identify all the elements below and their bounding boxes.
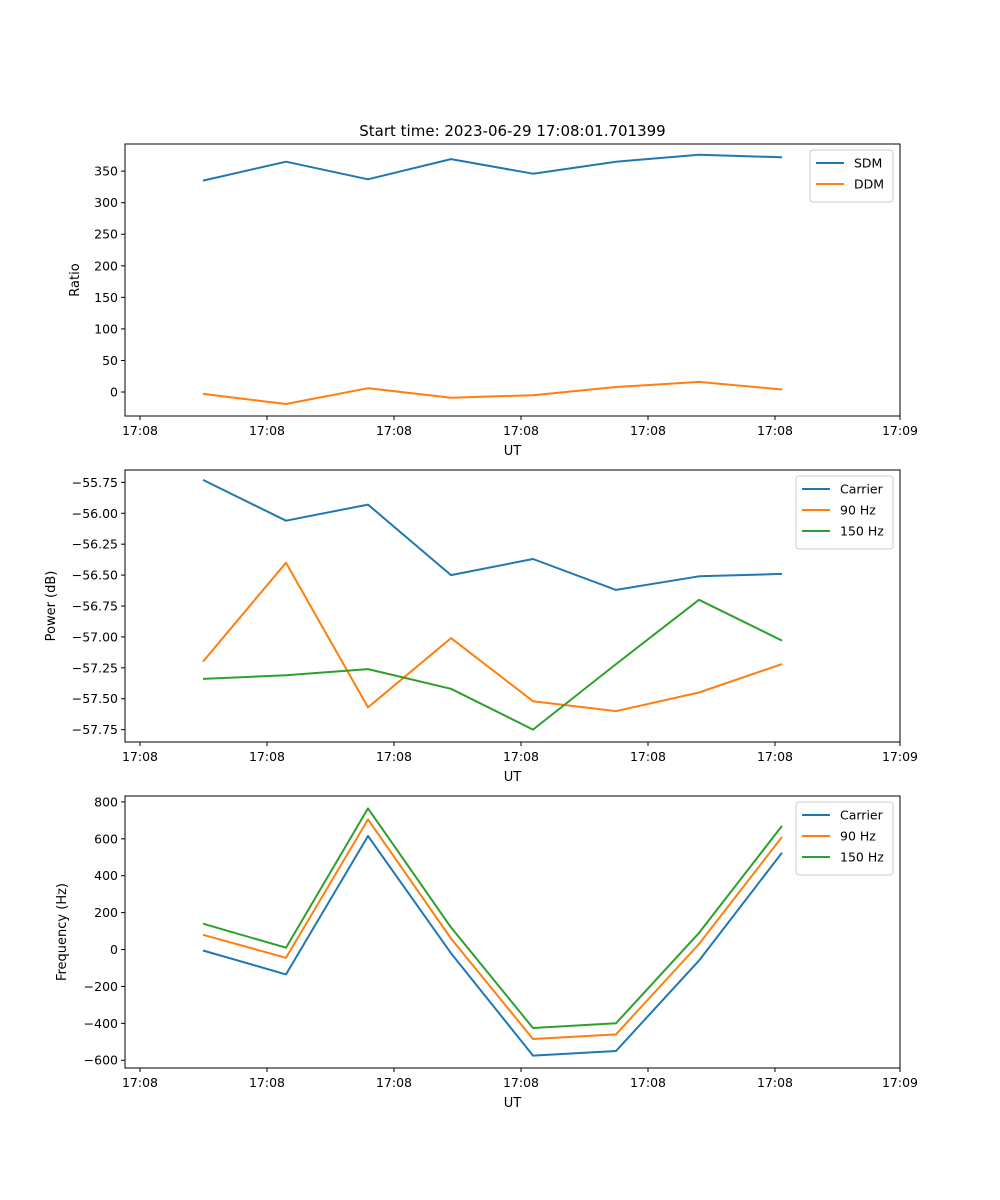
x-tick-label: 17:09 [882, 1075, 918, 1090]
y-tick-label: 200 [94, 905, 118, 920]
x-tick-label: 17:08 [376, 1075, 412, 1090]
legend-label: Carrier [840, 808, 884, 823]
x-tick-label: 17:08 [249, 1075, 285, 1090]
y-tick-label: −57.25 [72, 660, 118, 675]
x-tick-label: 17:08 [757, 1075, 793, 1090]
y-tick-label: 300 [94, 195, 118, 210]
y-tick-label: 600 [94, 831, 118, 846]
x-tick-label: 17:08 [122, 423, 158, 438]
x-tick-label: 17:08 [122, 749, 158, 764]
ratio-axes: 0 50 100 150 200 250 300 350 17:08 17:08 17:08 17:0… [68, 143, 918, 459]
axes-frame [124, 469, 901, 743]
y-axis-label: Frequency (Hz) [55, 883, 70, 981]
y-tick-label: −56.50 [72, 568, 118, 583]
x-tick-label: 17:08 [249, 749, 285, 764]
y-tick-label: 200 [94, 258, 118, 273]
power-axes: −57.75 −57.50 −57.25 −57.00 −56.75 −56.50 −56.… [44, 469, 918, 785]
legend-label: 90 Hz [840, 503, 876, 518]
figure-title: Start time: 2023-06-29 17:08:01.701399 [359, 122, 665, 140]
y-tick-label: 350 [94, 164, 118, 179]
legend-label: DDM [854, 177, 884, 192]
y-tick-label: 800 [94, 794, 118, 809]
y-tick-label: −56.75 [72, 599, 118, 614]
y-tick-label: 100 [94, 321, 118, 336]
series-line-150-hz [202, 598, 783, 731]
series-line-150-hz [202, 807, 783, 1029]
series-line-ddm [202, 380, 783, 405]
y-tick-label: −57.50 [72, 691, 118, 706]
y-tick-label: 150 [94, 290, 118, 305]
y-tick-label: −200 [84, 979, 118, 994]
x-tick-label: 17:08 [503, 423, 539, 438]
y-tick-label: −57.75 [72, 722, 118, 737]
legend-label: Carrier [840, 482, 884, 497]
x-tick-label: 17:08 [376, 423, 412, 438]
y-tick-label: −600 [84, 1053, 118, 1068]
y-axis-label: Power (dB) [44, 571, 59, 642]
frequency-axes: −600 −400 −200 0 200 400 600 800 17:08 17:08 17:08… [55, 794, 918, 1111]
y-tick-label: −400 [84, 1016, 118, 1031]
y-tick-label: −56.00 [72, 506, 118, 521]
x-axis-label: UT [504, 770, 522, 785]
x-tick-label: 17:08 [630, 1075, 666, 1090]
series-line-carrier [202, 479, 783, 591]
x-tick-label: 17:09 [882, 749, 918, 764]
series-line-90-hz [202, 561, 783, 713]
x-tick-label: 17:08 [757, 423, 793, 438]
y-tick-label: 0 [110, 385, 118, 400]
y-tick-label: 400 [94, 868, 118, 883]
y-tick-label: 0 [110, 942, 118, 957]
legend-label: 150 Hz [840, 850, 884, 865]
y-tick-label: 250 [94, 227, 118, 242]
x-tick-label: 17:08 [376, 749, 412, 764]
series-line-90-hz [202, 818, 783, 1040]
x-tick-label: 17:08 [757, 749, 793, 764]
series-line-carrier [202, 835, 783, 1057]
axes-frame [124, 795, 901, 1069]
x-tick-label: 17:09 [882, 423, 918, 438]
legend-label: SDM [854, 156, 882, 171]
x-tick-label: 17:08 [249, 423, 285, 438]
x-tick-label: 17:08 [122, 1075, 158, 1090]
y-tick-label: −57.00 [72, 629, 118, 644]
x-tick-label: 17:08 [630, 749, 666, 764]
x-tick-label: 17:08 [630, 423, 666, 438]
x-axis-label: UT [504, 444, 522, 459]
y-tick-label: −56.25 [72, 537, 118, 552]
x-tick-label: 17:08 [503, 749, 539, 764]
series-line-sdm [202, 153, 783, 182]
x-tick-label: 17:08 [503, 1075, 539, 1090]
y-tick-label: −55.75 [72, 475, 118, 490]
legend-label: 150 Hz [840, 524, 884, 539]
x-axis-label: UT [504, 1096, 522, 1111]
y-axis-label: Ratio [68, 263, 83, 296]
legend-label: 90 Hz [840, 829, 876, 844]
axes-frame [124, 143, 901, 417]
y-tick-label: 50 [102, 353, 118, 368]
